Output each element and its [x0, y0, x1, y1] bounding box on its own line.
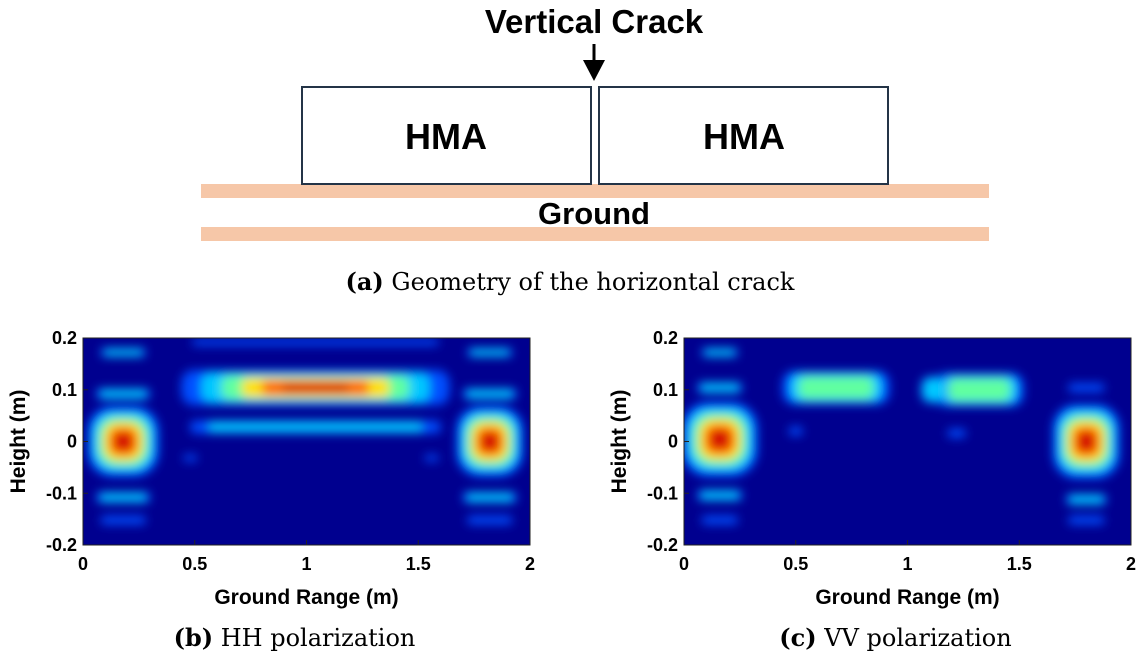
- heatmap-blobs: [684, 348, 1120, 525]
- caption-label: (a): [346, 267, 384, 296]
- heatmap-blob: [1068, 383, 1105, 392]
- heatmap: [87, 339, 524, 525]
- caption: (b) HH polarization: [174, 623, 416, 652]
- x-tick-label: 2: [525, 554, 535, 574]
- crack-title: Vertical Crack: [485, 3, 704, 40]
- ground-band: [201, 227, 989, 241]
- heatmap-blob: [100, 492, 147, 502]
- heatmap-blob: [466, 389, 513, 399]
- hma-block: [598, 86, 889, 185]
- heatmap-blob: [1077, 432, 1095, 451]
- heatmap-blob: [183, 454, 197, 462]
- heatmap-blob: [481, 432, 499, 451]
- y-tick-label: 0.1: [653, 380, 678, 400]
- heatmap-blob: [104, 348, 143, 357]
- x-tick-label: 0: [78, 554, 88, 574]
- caption-text: Geometry of the horizontal crack: [391, 268, 795, 296]
- y-tick-label: -0.2: [647, 535, 678, 555]
- heatmap-blob: [114, 432, 133, 451]
- heatmap: [684, 348, 1120, 525]
- heatmap-blob: [281, 383, 349, 393]
- heatmap-blob: [947, 378, 1011, 402]
- heatmap-blob: [700, 383, 739, 393]
- heatmap-blob: [466, 492, 513, 502]
- x-axis-label: Ground Range (m): [214, 586, 398, 609]
- heatmap-blob: [1068, 516, 1105, 525]
- heatmap-blob: [701, 516, 738, 525]
- y-axis-label: Height (m): [7, 390, 30, 494]
- heatmap-blobs: [87, 339, 524, 525]
- y-tick-label: 0.2: [653, 328, 678, 348]
- y-tick-label: -0.2: [46, 535, 77, 555]
- x-axis-label: Ground Range (m): [815, 586, 999, 609]
- block-label: HMA: [703, 116, 785, 157]
- heatmap-blob: [100, 389, 147, 399]
- y-tick-label: 0.2: [52, 328, 77, 348]
- x-tick-label: 0: [679, 554, 689, 574]
- ground-label: Ground: [538, 196, 650, 231]
- caption-text: HH polarization: [221, 624, 416, 652]
- x-tick-label: 0.5: [783, 554, 808, 574]
- heatmap-blob: [467, 516, 513, 525]
- y-tick-label: 0: [668, 432, 678, 452]
- heatmap-blob: [947, 429, 966, 438]
- y-tick-label: 0.1: [52, 380, 77, 400]
- hma-block: [301, 86, 592, 185]
- ground-band: [201, 184, 989, 198]
- heatmap-blob: [922, 378, 946, 402]
- caption-label: (c): [779, 623, 816, 652]
- heatmap-blob: [798, 376, 874, 400]
- y-tick-label: 0: [67, 432, 77, 452]
- heatmap-blob: [789, 427, 803, 436]
- heatmap-blob: [710, 430, 730, 449]
- heatmap-blob: [192, 339, 439, 346]
- x-tick-label: 2: [1126, 554, 1136, 574]
- heatmap-blob: [209, 421, 422, 433]
- heatmap-blob: [100, 516, 146, 525]
- caption-label: (b): [174, 623, 214, 652]
- block-label: HMA: [405, 116, 487, 157]
- caption: (a) Geometry of the horizontal crack: [346, 267, 795, 296]
- heatmap-blob: [470, 348, 509, 357]
- heatmap-blob: [704, 348, 735, 357]
- x-tick-label: 1.5: [406, 554, 431, 574]
- arrow-head: [583, 60, 605, 81]
- y-axis-label: Height (m): [608, 390, 631, 494]
- x-tick-label: 1: [902, 554, 912, 574]
- y-tick-label: -0.1: [46, 483, 77, 503]
- x-tick-label: 1: [301, 554, 311, 574]
- heatmap-blob: [1069, 495, 1104, 504]
- heatmap-blob: [700, 490, 739, 500]
- heatmap-blob: [424, 454, 439, 462]
- caption: (c) VV polarization: [779, 623, 1011, 652]
- y-tick-label: -0.1: [647, 483, 678, 503]
- caption-text: VV polarization: [823, 624, 1011, 652]
- x-tick-label: 0.5: [182, 554, 207, 574]
- x-tick-label: 1.5: [1007, 554, 1032, 574]
